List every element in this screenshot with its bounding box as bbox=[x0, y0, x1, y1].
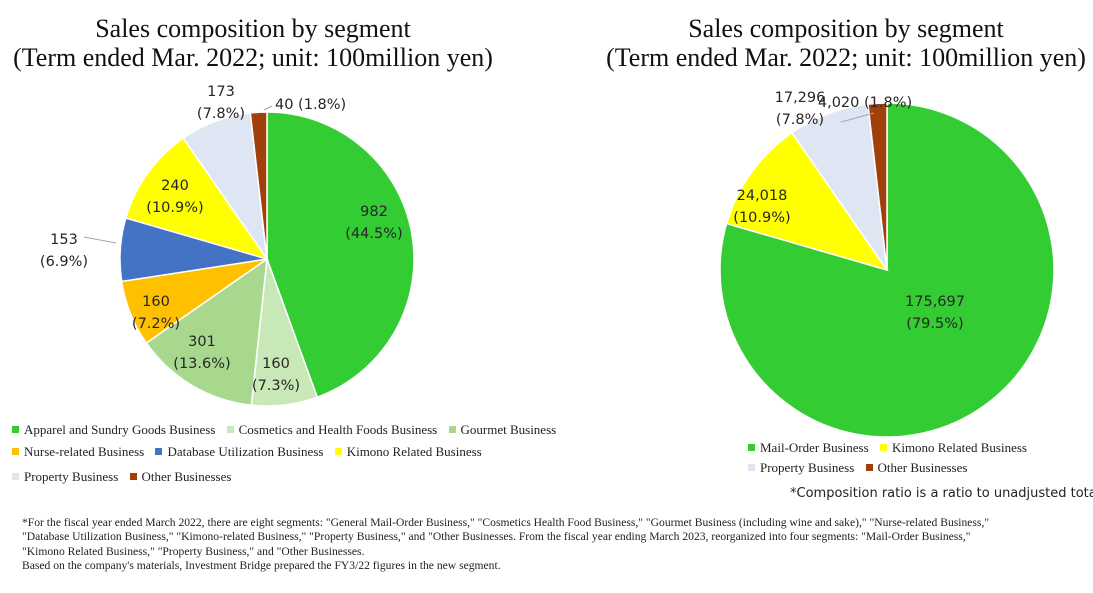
legend-swatch-gourmet bbox=[448, 426, 456, 433]
right-data-label-value-mail-order-business: 175,697 bbox=[905, 294, 965, 310]
legend-item-gourmet: Gourmet Business bbox=[448, 419, 557, 441]
left-legend-row-2: Nurse-related Business Database Utilizat… bbox=[12, 441, 564, 463]
right-chart: Sales composition by segment (Term ended… bbox=[560, 0, 1093, 510]
right-slice-other-businesses bbox=[867, 102, 888, 271]
left-legend-row-1: Apparel and Sundry Goods Business Cosmet… bbox=[12, 419, 564, 441]
footnote-line-3: "Kimono Related Business," "Property Bus… bbox=[22, 544, 365, 558]
legend-label-other: Other Businesses bbox=[141, 469, 232, 484]
left-data-label-value-cosmetics-and-health-foods-business: 160 bbox=[262, 356, 290, 372]
left-slice-apparel-and-sundry-goods-business bbox=[266, 111, 415, 399]
legend-swatch-nurse bbox=[12, 448, 19, 455]
left-data-label-percent-nurse-related-business: (7.2%) bbox=[132, 316, 180, 332]
legend-swatch-cosmetics bbox=[226, 426, 234, 433]
footnote: *For the fiscal year ended March 2022, t… bbox=[22, 516, 1092, 573]
left-chart-title: Sales composition by segment (Term ended… bbox=[0, 14, 506, 72]
legend-swatch-other-right bbox=[865, 464, 873, 471]
right-data-label-value-kimono-related-business: 24,018 bbox=[737, 188, 788, 204]
left-legend: Apparel and Sundry Goods Business Cosmet… bbox=[12, 419, 564, 488]
right-data-label-other-businesses: 4,020 (1.8%) bbox=[818, 95, 912, 111]
footnote-line-4: Based on the company's materials, Invest… bbox=[22, 558, 501, 572]
right-pie-chart: 175,697 (79.5%) 24,018 (10.9%) 17,296 (7.8%)4… bbox=[719, 90, 1055, 438]
legend-item-mail-order: Mail-Order Business bbox=[748, 438, 869, 458]
left-data-label-percent-database-utilization-business: (6.9%) bbox=[40, 254, 88, 270]
legend-item-apparel: Apparel and Sundry Goods Business bbox=[12, 419, 215, 441]
right-data-label-percent-kimono-related-business: (10.9%) bbox=[733, 210, 790, 226]
right-leader-line-property-business bbox=[840, 112, 875, 123]
right-chart-title-line2: (Term ended Mar. 2022; unit: 100million … bbox=[606, 43, 1086, 72]
left-data-label-percent-apparel-and-sundry-goods-business: (44.5%) bbox=[345, 226, 402, 242]
legend-label-cosmetics: Cosmetics and Health Foods Business bbox=[238, 422, 438, 437]
legend-swatch-property bbox=[12, 473, 19, 480]
legend-item-kimono-right: Kimono Related Business bbox=[879, 438, 1027, 458]
right-slice-kimono-related-business bbox=[725, 131, 889, 272]
left-chart-title-line1: Sales composition by segment bbox=[95, 14, 411, 43]
footnote-line-1: *For the fiscal year ended March 2022, t… bbox=[22, 516, 990, 529]
right-data-label-percent-property-business: (7.8%) bbox=[776, 112, 824, 128]
legend-item-property: Property Business bbox=[12, 466, 118, 488]
left-chart: Sales composition by segment (Term ended… bbox=[0, 0, 560, 510]
left-data-label-value-kimono-related-business: 240 bbox=[161, 178, 189, 194]
left-data-label-other-businesses: 40 (1.8%) bbox=[275, 97, 346, 113]
left-slice-other-businesses bbox=[249, 111, 268, 260]
legend-item-database: Database Utilization Business bbox=[155, 441, 323, 463]
left-data-label-value-apparel-and-sundry-goods-business: 982 bbox=[360, 204, 388, 220]
legend-item-other-right: Other Businesses bbox=[865, 458, 968, 478]
left-data-label-percent-cosmetics-and-health-foods-business: (7.3%) bbox=[252, 378, 300, 394]
left-data-label-percent-property-business: (7.8%) bbox=[197, 106, 245, 122]
right-chart-title-line1: Sales composition by segment bbox=[688, 14, 1004, 43]
legend-label-database: Database Utilization Business bbox=[167, 444, 324, 459]
left-slice-gourmet-business bbox=[145, 257, 268, 406]
left-chart-title-line2: (Term ended Mar. 2022; unit: 100million … bbox=[13, 43, 493, 72]
legend-label-kimono-right: Kimono Related Business bbox=[891, 440, 1027, 455]
left-data-label-value-gourmet-business: 301 bbox=[188, 334, 216, 350]
legend-label-property-right: Property Business bbox=[760, 460, 855, 475]
right-chart-title: Sales composition by segment (Term ended… bbox=[596, 14, 1093, 72]
legend-item-property-right: Property Business bbox=[748, 458, 854, 478]
legend-label-kimono: Kimono Related Business bbox=[346, 444, 482, 459]
legend-label-nurse: Nurse-related Business bbox=[24, 444, 145, 459]
legend-swatch-kimono bbox=[334, 448, 342, 455]
legend-swatch-mail-order bbox=[748, 444, 755, 451]
left-data-label-value-property-business: 173 bbox=[207, 84, 235, 100]
left-pie-chart: 982 (44.5%) 160 (7.3%) 301 (13.6%) 160 (7.2%) 15… bbox=[40, 84, 415, 407]
footnote-line-2: "Database Utilization Business," "Kimono… bbox=[22, 530, 971, 544]
composition-note: *Composition ratio is a ratio to unadjus… bbox=[790, 486, 1093, 501]
left-legend-row-3: Property Business Other Businesses bbox=[12, 466, 564, 488]
legend-label-other-right: Other Businesses bbox=[877, 460, 968, 475]
right-data-label-value-property-business: 17,296 bbox=[775, 90, 826, 106]
legend-swatch-apparel bbox=[12, 426, 19, 433]
left-leader-line-database-utilization-business bbox=[83, 236, 117, 244]
left-data-label-value-database-utilization-business: 153 bbox=[50, 232, 78, 248]
legend-swatch-property-right bbox=[748, 464, 755, 471]
legend-item-nurse: Nurse-related Business bbox=[12, 441, 144, 463]
legend-item-kimono: Kimono Related Business bbox=[334, 441, 482, 463]
legend-label-apparel: Apparel and Sundry Goods Business bbox=[24, 422, 216, 437]
right-legend: Mail-Order Business Kimono Related Busin… bbox=[748, 438, 1035, 478]
legend-item-cosmetics: Cosmetics and Health Foods Business bbox=[226, 419, 438, 441]
left-data-label-percent-kimono-related-business: (10.9%) bbox=[146, 200, 203, 216]
legend-item-other: Other Businesses bbox=[129, 466, 232, 488]
legend-swatch-other bbox=[129, 473, 137, 480]
right-data-label-percent-mail-order-business: (79.5%) bbox=[906, 316, 963, 332]
legend-label-mail-order: Mail-Order Business bbox=[760, 440, 869, 455]
right-legend-row-2: Property Business Other Businesses bbox=[748, 458, 1035, 478]
left-data-label-value-nurse-related-business: 160 bbox=[142, 294, 170, 310]
legend-label-gourmet: Gourmet Business bbox=[460, 422, 557, 437]
legend-swatch-kimono-right bbox=[879, 444, 887, 451]
legend-label-property: Property Business bbox=[24, 469, 119, 484]
left-leader-line-other-businesses bbox=[263, 105, 273, 111]
legend-swatch-database bbox=[155, 448, 163, 455]
left-data-label-percent-gourmet-business: (13.6%) bbox=[173, 356, 230, 372]
right-legend-row-1: Mail-Order Business Kimono Related Busin… bbox=[748, 438, 1035, 458]
left-slice-kimono-related-business bbox=[124, 137, 269, 261]
